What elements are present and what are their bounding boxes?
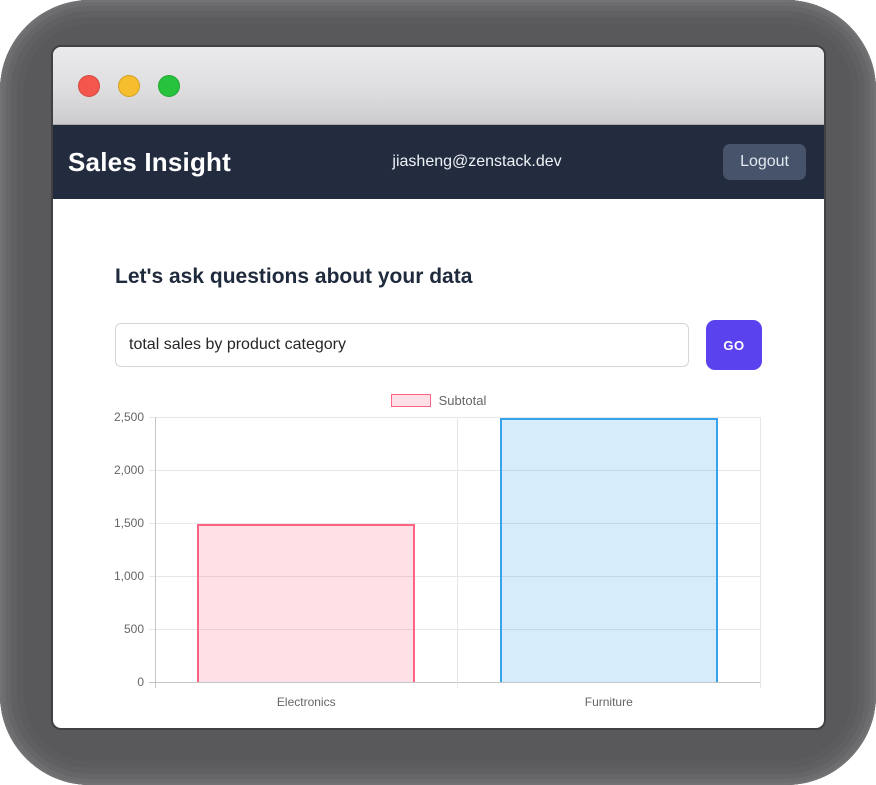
user-email: jiasheng@zenstack.dev	[392, 153, 562, 170]
y-axis-tick-label: 2,000	[113, 463, 144, 477]
zoom-window-button[interactable]	[158, 74, 180, 97]
y-axis-tick-label: 0	[137, 675, 144, 689]
navbar: Sales Insight jiasheng@zenstack.dev Logo…	[53, 125, 824, 199]
legend-label: Subtotal	[438, 392, 487, 408]
legend-swatch	[390, 393, 431, 407]
gridline-h	[149, 628, 760, 630]
y-axis-tick-label: 1,000	[113, 569, 144, 583]
bar-electronics	[197, 524, 416, 682]
app-window: Sales Insight jiasheng@zenstack.dev Logo…	[51, 45, 826, 730]
query-row: GO	[115, 320, 762, 370]
app-title: Sales Insight	[68, 146, 231, 177]
bar-chart: Subtotal 0 500 1,000 1,500 2,000 2,500 Electro…	[114, 390, 762, 722]
logout-button[interactable]: Logout	[723, 144, 806, 180]
gridline-v	[154, 417, 156, 688]
query-input[interactable]	[115, 323, 689, 367]
page-heading: Let's ask questions about your data	[115, 265, 473, 288]
x-axis-tick-label: Electronics	[276, 695, 336, 709]
x-axis-tick-label: Furniture	[584, 695, 633, 709]
gridline-h	[149, 469, 760, 471]
window-titlebar	[53, 47, 824, 125]
close-window-button[interactable]	[78, 74, 100, 97]
go-button[interactable]: GO	[706, 320, 762, 370]
gridline-v	[759, 417, 761, 688]
main-content: Let's ask questions about your data GO S…	[53, 199, 824, 728]
bar-furniture	[499, 418, 718, 682]
minimize-window-button[interactable]	[118, 74, 140, 97]
gridline-h	[149, 416, 760, 418]
gridline-h	[149, 575, 760, 577]
y-axis-tick-label: 2,500	[113, 410, 144, 424]
gridline-h	[149, 681, 760, 683]
chart-legend: Subtotal	[115, 392, 762, 408]
gridline-v	[457, 417, 458, 688]
y-axis-tick-label: 1,500	[113, 516, 144, 530]
gridline-h	[149, 522, 760, 524]
plot-area: 0 500 1,000 1,500 2,000 2,500 Electronics Furni…	[114, 410, 761, 709]
y-axis-tick-label: 500	[123, 622, 144, 636]
